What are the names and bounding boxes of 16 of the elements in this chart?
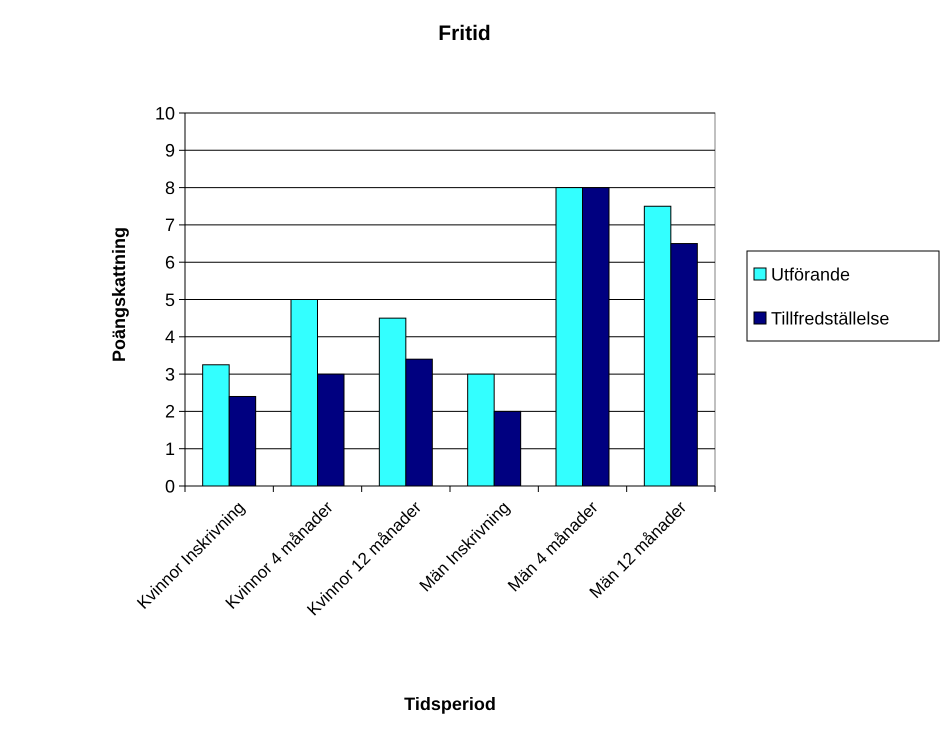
y-tick-label: 0 — [164, 476, 175, 496]
legend-label: Utförande — [771, 264, 850, 284]
chart-title: Fritid — [438, 22, 491, 45]
x-axis-title: Tidsperiod — [404, 694, 496, 714]
y-tick-label: 2 — [164, 402, 175, 422]
y-tick-label: 6 — [164, 252, 175, 272]
y-tick-label: 10 — [154, 103, 175, 124]
y-tick-label: 7 — [164, 215, 175, 236]
y-tick-label: 4 — [164, 327, 175, 348]
y-tick-label: 3 — [164, 364, 175, 384]
y-tick-label: 9 — [164, 140, 175, 161]
y-tick-label: 1 — [164, 439, 175, 459]
y-axis-title: Poängskattning — [109, 226, 129, 362]
y-tick-label: 5 — [164, 290, 175, 310]
legend-label: Tillfredställelse — [771, 308, 890, 328]
y-tick-label: 8 — [164, 178, 175, 198]
